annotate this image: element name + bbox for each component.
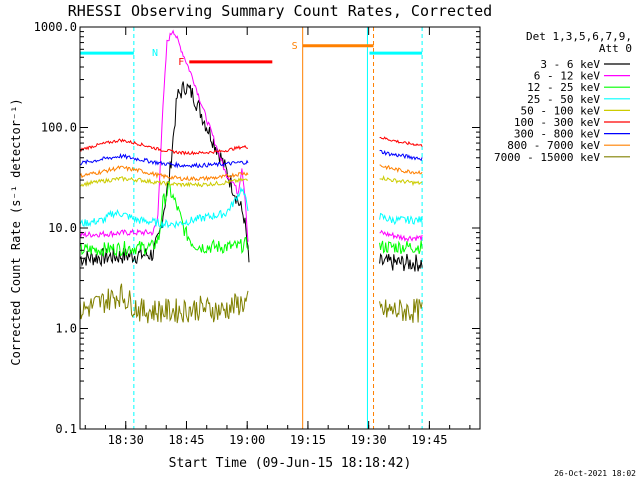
y-tick-label-0: 0.1 <box>55 422 77 436</box>
legend-label-1: 6 - 12 keV <box>534 70 601 83</box>
y-axis-label: Corrected Count Rate (s⁻¹ detector⁻¹) <box>9 98 23 365</box>
series-line-100-300keV <box>79 138 248 156</box>
legend-header-attenuator: Att 0 <box>599 42 632 55</box>
series-line-after-gap-12-25keV <box>379 240 423 254</box>
legend-label-6: 300 - 800 keV <box>514 128 600 141</box>
legend-label-8: 7000 - 15000 keV <box>494 151 600 164</box>
plot-area: N F S <box>79 27 423 429</box>
series-line-after-gap-100-300keV <box>379 136 423 147</box>
axes: 0.1 1.0 10.0 100.0 1000.0 18:30 18:45 19:00 19:1… <box>34 20 481 447</box>
series-line-after-gap-800-7000keV <box>379 164 423 175</box>
flag-label-N: N <box>152 48 158 59</box>
legend-label-3: 25 - 50 keV <box>527 93 600 106</box>
series-line-800-7000keV <box>79 165 249 182</box>
series-line-25-50keV <box>79 186 249 229</box>
legend-label-2: 12 - 25 keV <box>527 81 600 94</box>
footer-date: 26-Oct-2021 18:02 <box>554 469 636 478</box>
legend-label-5: 100 - 300 keV <box>514 116 600 129</box>
legend-label-7: 800 - 7000 keV <box>507 139 600 152</box>
y-tick-label-1: 1.0 <box>55 322 77 336</box>
flag-label-F: F <box>178 57 184 68</box>
series-line-6-12keV <box>79 29 249 242</box>
legend-header: Det 1,3,5,6,7,9, <box>526 30 632 43</box>
series-line-3-6keV <box>79 81 250 268</box>
x-tick-label-0: 18:30 <box>108 433 144 447</box>
flag-label-S: S <box>292 41 298 52</box>
x-axis-label: Start Time (09-Jun-15 18:18:42) <box>169 456 412 471</box>
y-tick-label-4: 1000.0 <box>34 20 77 34</box>
series-line-after-gap-50-100keV <box>379 174 423 187</box>
x-tick-label-3: 19:15 <box>290 433 326 447</box>
x-tick-label-1: 18:45 <box>168 433 204 447</box>
x-tick-label-2: 19:00 <box>229 433 265 447</box>
series-line-after-gap-300-800keV <box>379 149 423 161</box>
series-line-12-25keV <box>79 181 249 257</box>
series-line-50-100keV <box>79 176 249 188</box>
series-line-after-gap-25-50keV <box>379 212 423 226</box>
y-tick-label-2: 10.0 <box>48 221 77 235</box>
x-tick-label-5: 19:45 <box>411 433 447 447</box>
series-line-300-800keV <box>80 152 249 169</box>
series-line-after-gap-3-6keV <box>379 252 423 272</box>
series-line-after-gap-6-12keV <box>379 229 423 243</box>
series-line-after-gap-7000-15000keV <box>379 298 423 323</box>
chart-title: RHESSI Observing Summary Count Rates, Co… <box>68 2 492 20</box>
x-tick-label-4: 19:30 <box>351 433 387 447</box>
series-line-7000-15000keV <box>79 283 249 324</box>
legend-label-4: 50 - 100 keV <box>521 104 601 117</box>
legend-label-0: 3 - 6 keV <box>540 58 600 71</box>
y-tick-label-3: 100.0 <box>41 121 77 135</box>
